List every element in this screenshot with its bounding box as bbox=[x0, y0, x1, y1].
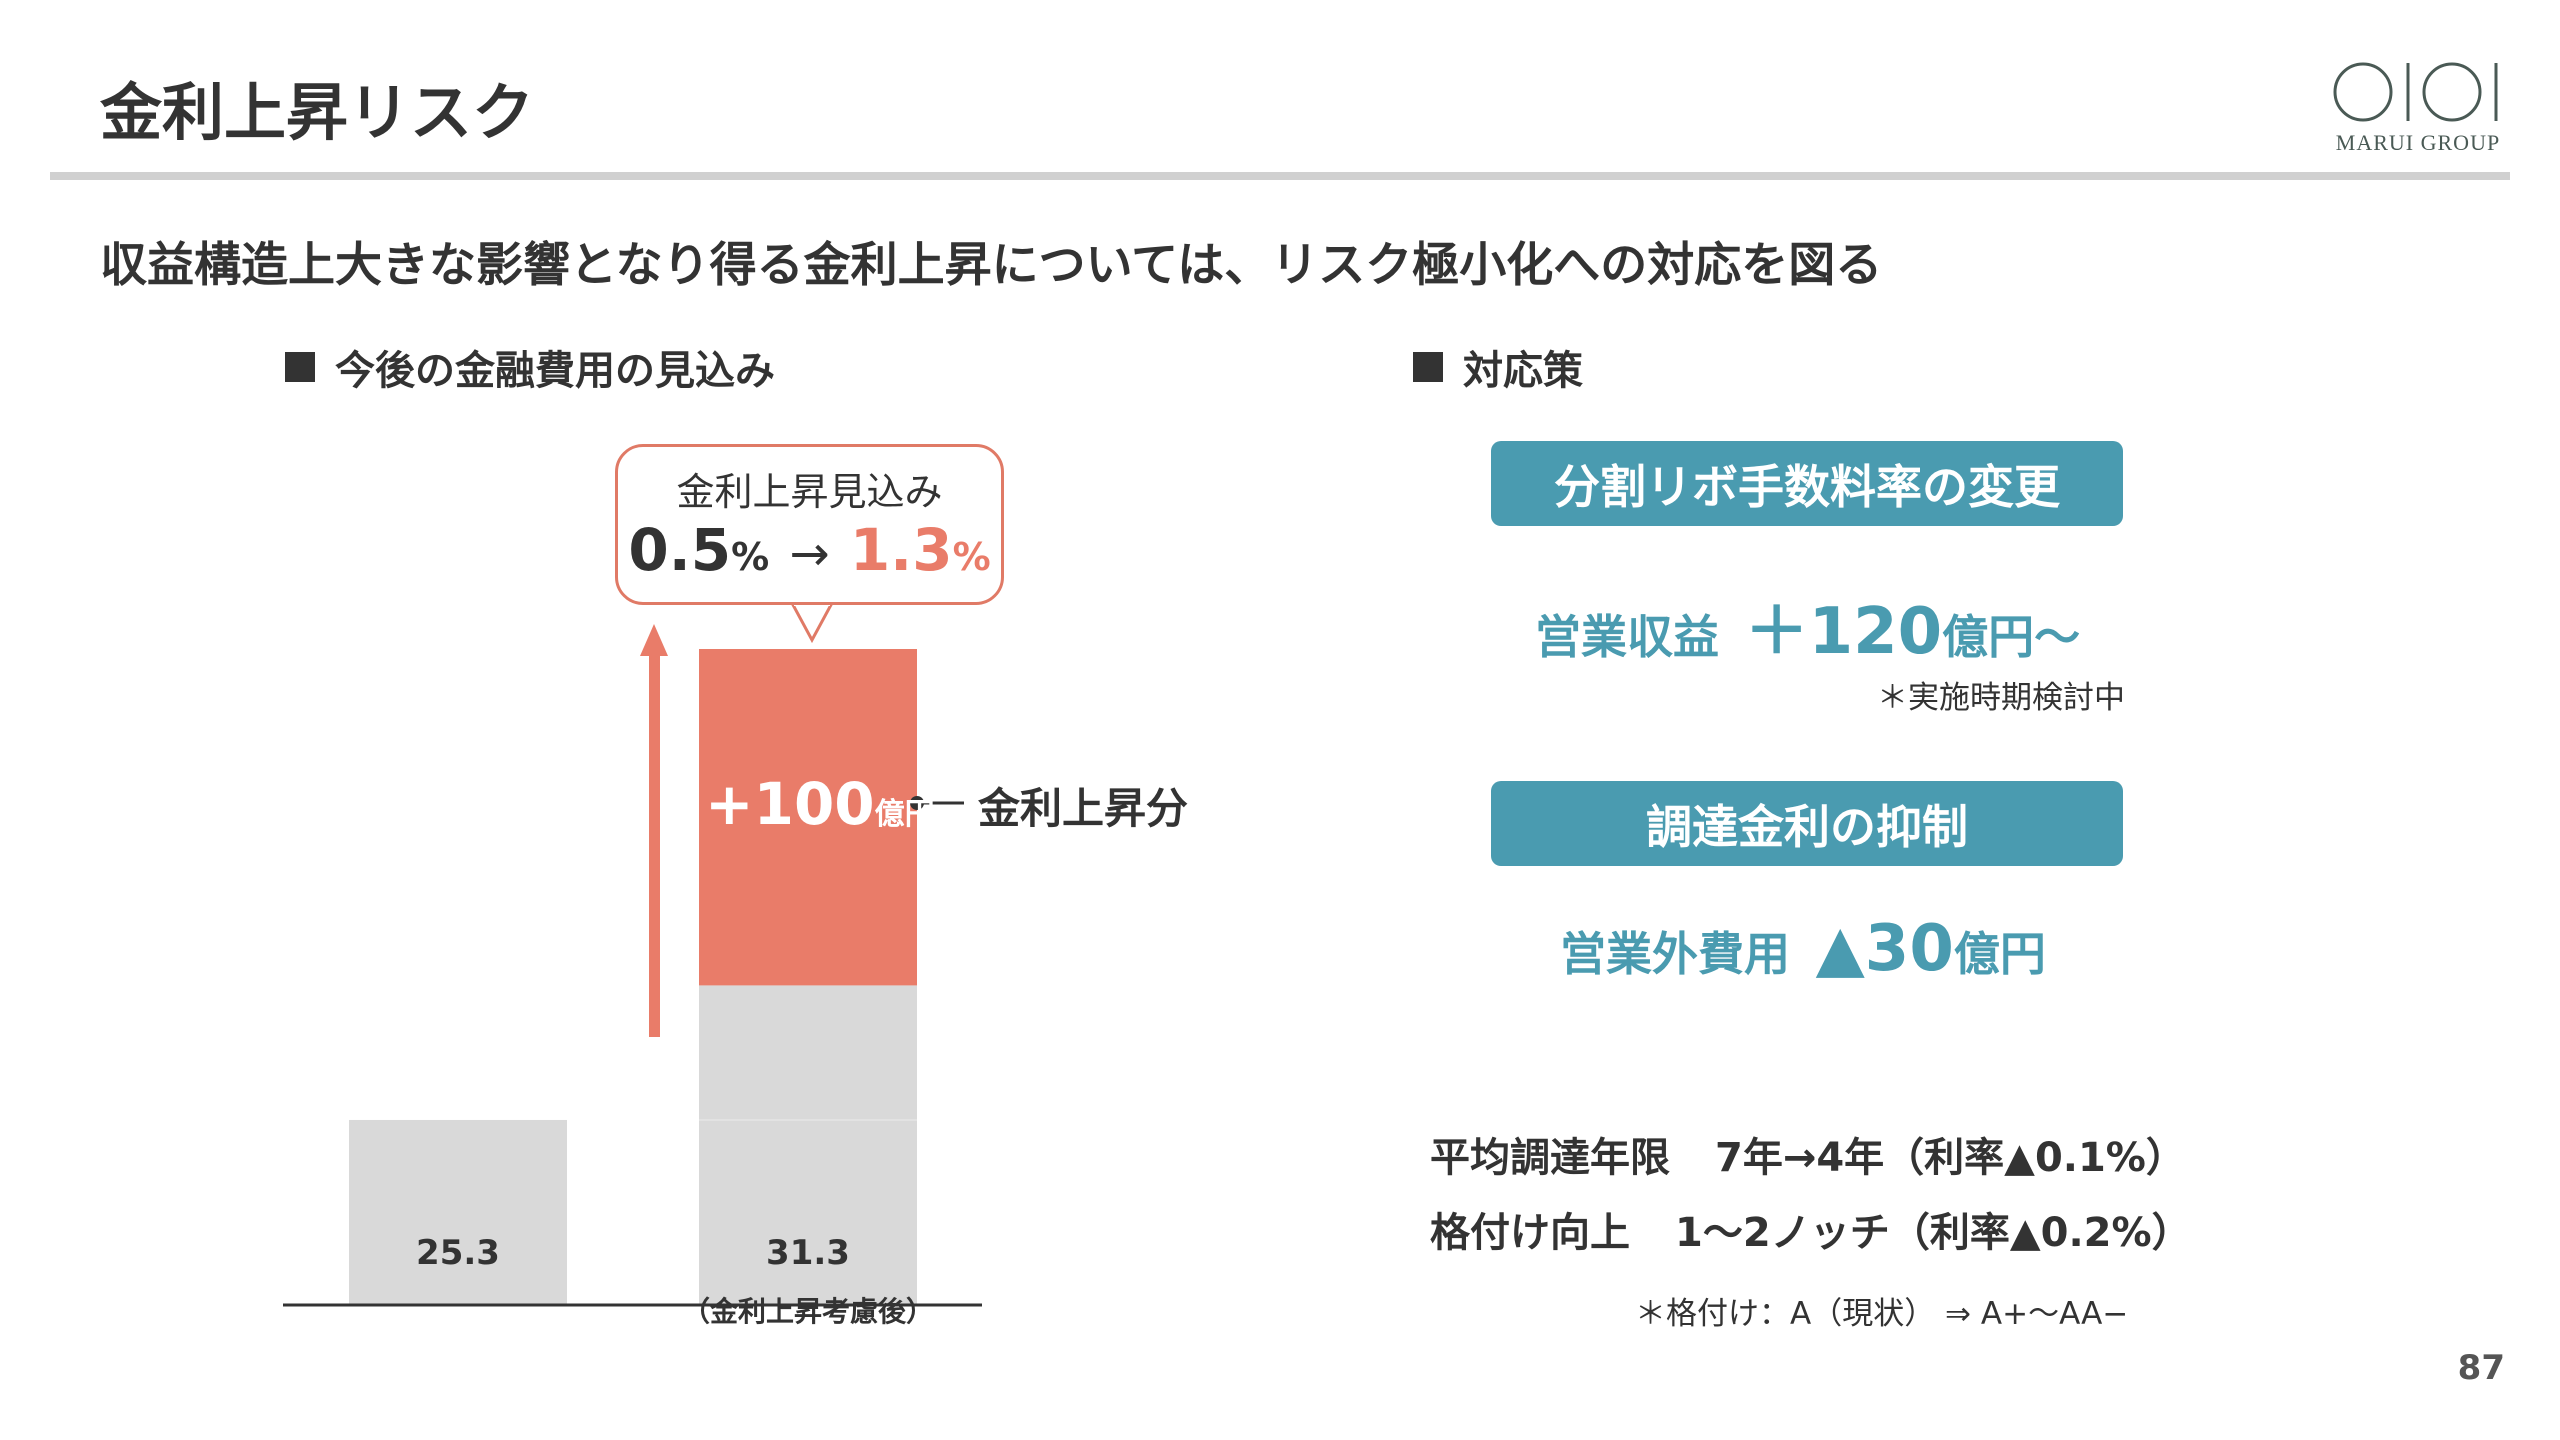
legend-rate-increase: 金利上昇分 bbox=[978, 784, 1189, 833]
section-title-text: 対応策 bbox=[1463, 348, 1583, 394]
bar-31-3-0 bbox=[699, 1119, 917, 1305]
square-bullet-icon bbox=[285, 352, 315, 382]
measure-revolving-fee-badge: 分割リボ手数料率の変更 bbox=[1491, 441, 2123, 526]
effect-value: ▲30 bbox=[1815, 912, 1954, 986]
increase-label: +100億円 bbox=[705, 770, 935, 838]
effect-name: 営業収益 bbox=[1535, 610, 1719, 664]
rate-from: 0.5 bbox=[628, 516, 732, 584]
callout-values: 0.5% → 1.3% bbox=[618, 516, 1001, 584]
rating-footnote: ＊格付け：A（現状） ⇒ A+～AA− bbox=[1635, 1296, 2129, 1332]
implementation-note: ＊実施時期検討中 bbox=[1877, 680, 2125, 716]
arrow-right-icon: → bbox=[789, 526, 830, 582]
title-divider bbox=[50, 172, 2510, 180]
page-title: 金利上昇リスク bbox=[100, 76, 535, 149]
tick-label-25-3: 25.3 bbox=[416, 1233, 500, 1273]
callout-title: 金利上昇見込み bbox=[676, 470, 943, 514]
bar-31-3-2 bbox=[699, 649, 917, 986]
rate-to-unit: % bbox=[952, 535, 991, 579]
rate-forecast-callout: 金利上昇見込み 0.5% → 1.3% bbox=[615, 444, 1004, 605]
effect-name: 営業外費用 bbox=[1560, 927, 1790, 981]
tick-label-31-3: 31.3 bbox=[766, 1233, 850, 1273]
bar-25-3-0 bbox=[349, 1119, 567, 1305]
oioi-logo-icon: MARUI GROUP bbox=[2333, 62, 2500, 155]
rate-to: 1.3 bbox=[849, 516, 953, 584]
effect-unit: 億円～ bbox=[1942, 610, 2081, 664]
effect-operating-revenue: 営業収益 ＋120億円～ bbox=[1535, 580, 2080, 672]
effect-value: ＋120 bbox=[1744, 595, 1943, 669]
section-title-forecast: 今後の金融費用の見込み bbox=[285, 338, 775, 396]
effect-non-operating-expense: 営業外費用 ▲30億円 bbox=[1560, 912, 2046, 986]
tick-sublabel-31-3: （金利上昇考慮後） bbox=[681, 1295, 935, 1328]
effect-unit: 億円 bbox=[1953, 927, 2046, 981]
callout-pointer bbox=[789, 601, 835, 644]
detail-label: 平均調達年限 bbox=[1430, 1135, 1670, 1181]
detail-label: 格付け向上 bbox=[1430, 1210, 1630, 1256]
svg-text:MARUI GROUP: MARUI GROUP bbox=[2336, 130, 2500, 155]
rate-from-unit: % bbox=[731, 535, 770, 579]
up-arrow-shaft bbox=[649, 655, 660, 1037]
measure-funding-rate-badge: 調達金利の抑制 bbox=[1491, 781, 2123, 866]
marui-group-logo: MARUI GROUP bbox=[2330, 60, 2505, 155]
square-bullet-icon bbox=[1413, 352, 1443, 382]
bar-31-3-1 bbox=[699, 985, 917, 1120]
financial-cost-chart bbox=[283, 598, 982, 1307]
section-title-text: 今後の金融費用の見込み bbox=[335, 348, 775, 394]
page-number: 87 bbox=[2457, 1348, 2505, 1388]
detail-value: 1～2ノッチ（利率▲0.2%） bbox=[1675, 1210, 2192, 1256]
detail-funding-term: 平均調達年限 7年→4年（利率▲0.1%） bbox=[1430, 1125, 2186, 1183]
detail-rating: 格付け向上 1～2ノッチ（利率▲0.2%） bbox=[1430, 1200, 2192, 1258]
detail-value: 7年→4年（利率▲0.1%） bbox=[1715, 1135, 2186, 1181]
section-title-measures: 対応策 bbox=[1413, 338, 1583, 396]
increase-unit: 億円 bbox=[874, 797, 935, 832]
increase-value: +100 bbox=[705, 770, 875, 838]
up-arrow-icon bbox=[640, 624, 668, 656]
subtitle: 収益構造上大きな影響となり得る金利上昇については、リスク極小化への対応を図る bbox=[100, 238, 1883, 293]
